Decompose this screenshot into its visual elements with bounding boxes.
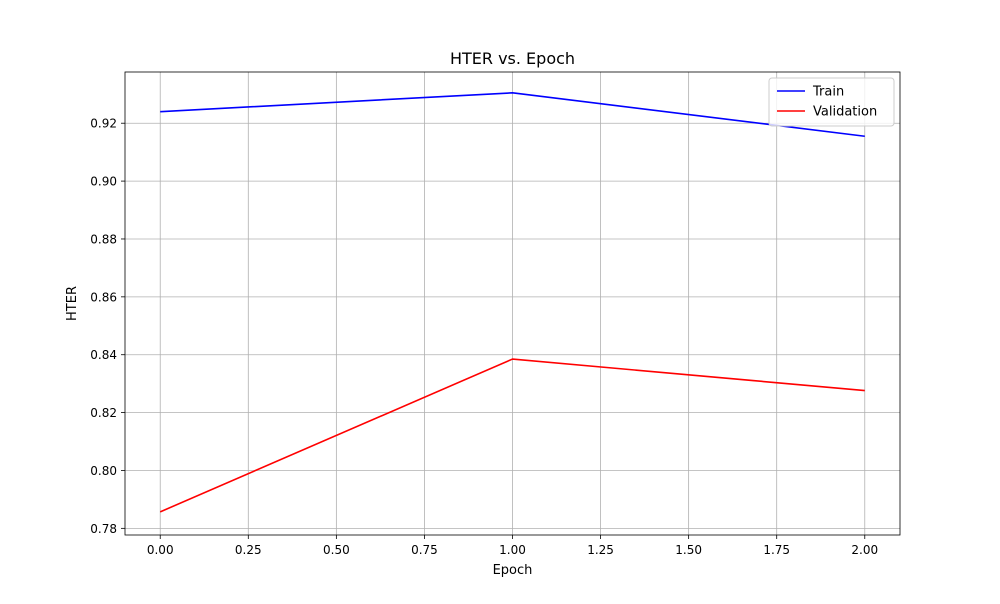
legend-box <box>768 77 895 127</box>
x-tick-label: 0.25 <box>235 543 262 557</box>
x-axis-label: Epoch <box>493 563 533 578</box>
series-line-validation <box>159 358 865 513</box>
chart-title: HTER vs. Epoch <box>450 49 575 68</box>
x-tick-label: 2.00 <box>851 543 878 557</box>
legend: Train Validation <box>768 77 895 127</box>
legend-label-train: Train <box>812 85 844 100</box>
x-tick-label: 0.50 <box>323 543 350 557</box>
x-tick-label: 0.00 <box>147 543 174 557</box>
x-tick-label: 1.25 <box>587 543 614 557</box>
legend-label-validation: Validation <box>813 105 877 120</box>
series-line-train <box>160 92 865 138</box>
y-tick-label: 0.80 <box>90 464 117 478</box>
x-tick-label: 1.00 <box>499 543 526 557</box>
series-lines <box>159 92 865 513</box>
y-tick-label: 0.86 <box>90 290 117 304</box>
y-tick-label: 0.92 <box>90 117 117 131</box>
x-tick-label: 1.75 <box>763 543 790 557</box>
y-tick-label: 0.88 <box>90 232 117 246</box>
y-tick-label: 0.78 <box>90 522 117 536</box>
y-tick-label: 0.90 <box>90 175 117 189</box>
x-tick-label: 1.50 <box>675 543 702 557</box>
y-tick-label: 0.84 <box>90 348 117 362</box>
x-axis-ticks: 0.00 0.25 0.50 0.75 1.00 1.25 1.50 1.75 2.00 <box>147 535 878 557</box>
y-axis-ticks: 0.78 0.80 0.82 0.84 0.86 0.88 0.90 0.92 <box>90 117 125 536</box>
y-axis-label: HTER <box>65 286 80 321</box>
x-tick-label: 0.75 <box>411 543 438 557</box>
grid-lines <box>125 72 900 535</box>
y-tick-label: 0.82 <box>90 406 117 420</box>
